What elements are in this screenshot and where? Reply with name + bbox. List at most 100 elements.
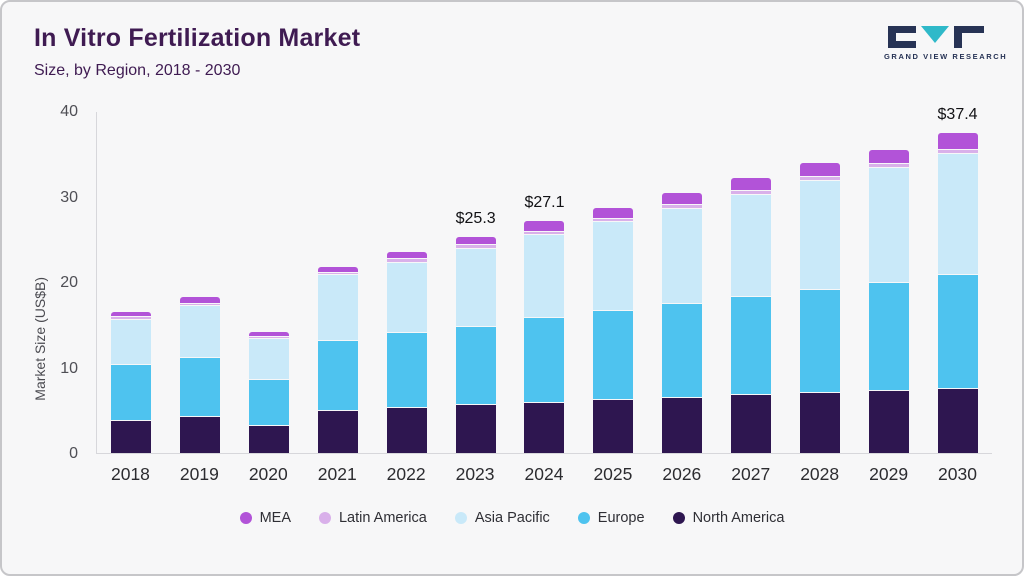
x-tick-2018: 2018 — [110, 464, 150, 484]
segment-asia-pacific-2018 — [111, 318, 152, 365]
x-tick-2027: 2027 — [731, 464, 771, 484]
grand-view-research-logo: GRAND VIEW RESEARCH — [884, 24, 1008, 61]
segment-mea-2019 — [180, 297, 221, 303]
segment-europe-2026 — [662, 302, 703, 398]
x-tick-2019: 2019 — [179, 464, 219, 484]
gvr-logo-icon — [888, 26, 984, 48]
x-axis: 2018 2019 2020 2021 2022 2023 2024 2025 2026 2027… — [96, 464, 992, 485]
x-tick-2022: 2022 — [386, 464, 426, 484]
legend-dot-north-america — [672, 512, 685, 524]
bar-2026 — [650, 112, 714, 453]
segment-asia-pacific-2028 — [799, 180, 840, 289]
bar-2024: $27.1 — [512, 112, 576, 453]
segment-north-america-2028 — [799, 392, 840, 453]
segment-europe-2027 — [731, 295, 772, 395]
x-tick-2023: 2023 — [455, 464, 495, 484]
segment-north-america-2018 — [111, 419, 152, 453]
x-tick-2030: 2030 — [938, 464, 977, 484]
legend-label-asia-pacific: Asia Pacific — [474, 510, 550, 526]
segment-mea-2018 — [111, 311, 152, 317]
legend-item-north-america: North America — [672, 510, 785, 526]
segment-latin-america-2021 — [317, 271, 358, 275]
segment-asia-pacific-2019 — [180, 305, 221, 358]
bar-2020 — [237, 112, 301, 453]
segment-north-america-2026 — [662, 397, 703, 453]
segment-mea-2030 — [937, 133, 978, 149]
segment-asia-pacific-2029 — [868, 167, 909, 283]
segment-latin-america-2018 — [111, 316, 152, 319]
x-tick-2021: 2021 — [317, 464, 357, 484]
segment-latin-america-2030 — [937, 148, 978, 153]
segment-asia-pacific-2026 — [662, 207, 703, 303]
legend-item-latin-america: Latin America — [318, 510, 427, 526]
segment-north-america-2029 — [868, 389, 909, 453]
segment-latin-america-2019 — [180, 302, 221, 306]
x-tick-2026: 2026 — [662, 464, 702, 484]
page-subtitle: Size, by Region, 2018 - 2030 — [34, 62, 241, 79]
bar-2027 — [719, 112, 783, 453]
segment-mea-2025 — [593, 207, 634, 218]
segment-asia-pacific-2023 — [455, 247, 496, 326]
segment-asia-pacific-2030 — [937, 152, 978, 275]
bar-2022 — [375, 112, 439, 453]
segment-mea-2024 — [524, 221, 565, 231]
x-tick-2029: 2029 — [869, 464, 909, 484]
legend-label-north-america: North America — [692, 510, 785, 526]
segment-europe-2019 — [180, 357, 221, 417]
bars: $25.3 $27.1 $37.4 — [97, 106, 992, 453]
x-tick-2025: 2025 — [593, 464, 633, 484]
legend-label-mea: MEA — [259, 510, 291, 526]
segment-europe-2029 — [868, 282, 909, 390]
legend-label-latin-america: Latin America — [338, 510, 427, 526]
segment-asia-pacific-2024 — [524, 234, 565, 318]
plot-area: $25.3 $27.1 $37.4 — [96, 106, 992, 454]
segment-mea-2021 — [317, 266, 358, 272]
segment-latin-america-2028 — [799, 176, 840, 181]
page-title: In Vitro Fertilization Market — [34, 24, 361, 52]
segment-latin-america-2023 — [455, 244, 496, 248]
segment-north-america-2020 — [249, 424, 290, 453]
bar-value-label-2030: $37.4 — [937, 106, 978, 124]
segment-europe-2018 — [111, 364, 152, 420]
segment-latin-america-2027 — [731, 189, 772, 194]
legend-dot-europe — [577, 512, 590, 524]
segment-mea-2028 — [799, 163, 840, 176]
header-titles: In Vitro Fertilization Market Size, by R… — [34, 24, 360, 80]
legend: MEA Latin America Asia Pacific Europe North … — [2, 510, 1022, 526]
y-axis: 0 10 20 30 40 — [38, 103, 90, 462]
bar-2028 — [788, 112, 852, 453]
segment-mea-2027 — [731, 177, 772, 190]
bar-2019 — [168, 112, 232, 453]
y-tick-0: 0 — [69, 445, 78, 462]
bar-value-label-2024: $27.1 — [524, 194, 565, 212]
segment-europe-2028 — [799, 288, 840, 393]
segment-europe-2021 — [317, 340, 358, 411]
segment-latin-america-2026 — [662, 204, 703, 208]
segment-north-america-2030 — [937, 388, 978, 453]
y-tick-30: 30 — [60, 188, 78, 206]
segment-europe-2025 — [593, 310, 634, 400]
legend-dot-asia-pacific — [454, 512, 467, 524]
segment-latin-america-2024 — [524, 230, 565, 235]
x-tick-2020: 2020 — [248, 464, 288, 484]
segment-north-america-2024 — [524, 401, 565, 453]
segment-latin-america-2029 — [868, 163, 909, 168]
segment-asia-pacific-2027 — [731, 193, 772, 296]
legend-item-europe: Europe — [577, 510, 645, 526]
segment-latin-america-2022 — [386, 258, 427, 262]
segment-north-america-2023 — [455, 404, 496, 453]
segment-europe-2020 — [249, 379, 290, 425]
logo-text: GRAND VIEW RESEARCH — [884, 52, 1008, 61]
legend-dot-latin-america — [318, 512, 331, 524]
segment-mea-2023 — [455, 236, 496, 245]
bar-2018 — [99, 112, 163, 453]
segment-europe-2023 — [455, 325, 496, 405]
segment-mea-2029 — [868, 149, 909, 164]
stacked-bar-chart: Market Size (US$B) 0 10 20 30 40 $25.3 $27.1 $… — [2, 102, 1022, 574]
segment-north-america-2025 — [593, 399, 634, 453]
segment-north-america-2021 — [317, 410, 358, 453]
legend-label-europe: Europe — [597, 510, 645, 526]
segment-north-america-2022 — [386, 406, 427, 453]
segment-mea-2020 — [249, 331, 290, 336]
segment-latin-america-2025 — [593, 217, 634, 222]
